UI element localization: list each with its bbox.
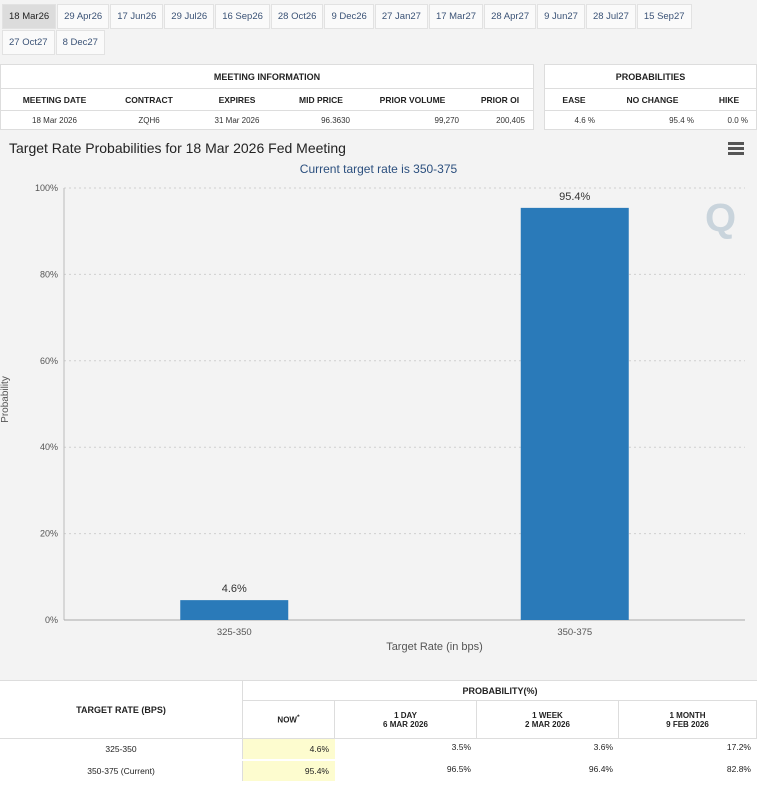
- ease-value: 4.6 %: [574, 115, 595, 125]
- tab-9-dec26[interactable]: 9 Dec26: [324, 4, 374, 29]
- header-prior-oi: PRIOR OI: [480, 94, 520, 105]
- header-meeting-date: MEETING DATE: [22, 94, 87, 105]
- column-header-date: 9 FEB 2026: [666, 719, 709, 729]
- target-rate-header: TARGET RATE (BPS): [0, 681, 243, 739]
- meeting-date-tabs: 18 Mar26 29 Apr26 17 Jun26 29 Jul26 16 Sep26…: [2, 4, 752, 56]
- prior-volume-value: 99,270: [434, 115, 459, 125]
- probability-cell: 3.5%: [451, 742, 471, 752]
- header-mid-price: MID PRICE: [299, 94, 343, 105]
- target-rate-cell: 325-350: [0, 739, 243, 759]
- expires-value: 31 Mar 2026: [214, 115, 260, 125]
- hike-value: 0.0 %: [727, 115, 748, 125]
- probability-cell: 4.6%: [243, 739, 335, 759]
- prior-oi-value: 200,405: [496, 115, 525, 125]
- chart-title: Target Rate Probabilities for 18 Mar 202…: [9, 140, 346, 156]
- x-axis-title: Target Rate (in bps): [386, 641, 483, 653]
- tab-28-jul27[interactable]: 28 Jul27: [585, 4, 636, 29]
- probabilities-header-row: EASE NO CHANGE HIKE: [545, 89, 756, 111]
- meeting-header-row: MEETING DATE CONTRACT EXPIRES MID PRICE …: [1, 89, 533, 111]
- contract-value: ZQH6: [138, 115, 160, 125]
- column-header-label: 1 WEEK: [532, 710, 563, 720]
- chart-panel: Target Rate Probabilities for 18 Mar 202…: [0, 134, 757, 674]
- data-label: 4.6%: [222, 583, 247, 595]
- y-tick-label: 80%: [40, 269, 58, 279]
- header-contract: CONTRACT: [125, 94, 173, 105]
- column-header-1-month: 1 MONTH 9 FEB 2026: [619, 701, 757, 739]
- column-header-date: 2 MAR 2026: [525, 719, 570, 729]
- header-prior-volume: PRIOR VOLUME: [379, 94, 446, 105]
- chart-subtitle: Current target rate is 350-375: [299, 162, 458, 176]
- probability-cell: 17.2%: [726, 742, 751, 752]
- data-label: 95.4%: [559, 191, 590, 203]
- probability-cell: 82.8%: [726, 764, 751, 774]
- no-change-value: 95.4 %: [669, 115, 694, 125]
- hamburger-menu-icon[interactable]: [728, 142, 744, 156]
- tab-18-mar26[interactable]: 18 Mar26: [2, 4, 57, 29]
- tab-15-sep27[interactable]: 15 Sep27: [636, 4, 692, 29]
- column-header-1-week: 1 WEEK 2 MAR 2026: [477, 701, 619, 739]
- probability-cell: 3.6%: [593, 742, 613, 752]
- column-header-1-day: 1 DAY 6 MAR 2026: [335, 701, 477, 739]
- tab-29-apr26[interactable]: 29 Apr26: [57, 4, 110, 29]
- bar-350-375: [520, 207, 629, 620]
- header-ease: EASE: [562, 94, 586, 105]
- tab-17-jun26[interactable]: 17 Jun26: [110, 4, 164, 29]
- header-hike: HIKE: [718, 94, 740, 105]
- mid-price-value: 96.3630: [321, 115, 350, 125]
- header-expires: EXPIRES: [218, 94, 256, 105]
- y-tick-label: 20%: [40, 529, 58, 539]
- target-rate-probability-table: TARGET RATE (BPS) PROBABILITY(%) NOW* 1 D…: [0, 680, 757, 789]
- y-tick-label: 100%: [35, 183, 58, 193]
- bar-chart: 0% 20% 40% 60% 80% 100% 4.6% 325-350 95.4% 350-37…: [35, 183, 745, 653]
- meeting-information-table: MEETING INFORMATION MEETING DATE CONTRAC…: [0, 64, 534, 130]
- tab-8-dec27[interactable]: 8 Dec27: [55, 30, 105, 55]
- tab-27-oct27[interactable]: 27 Oct27: [2, 30, 55, 55]
- x-tick-label: 325-350: [217, 627, 252, 638]
- header-no-change: NO CHANGE: [626, 94, 679, 105]
- probabilities-table: PROBABILITIES EASE NO CHANGE HIKE 4.6 % …: [544, 64, 757, 130]
- column-header-date: 6 MAR 2026: [383, 719, 428, 729]
- bar-325-350: [180, 600, 289, 620]
- y-tick-label: 0%: [45, 615, 58, 625]
- probabilities-data-row: 4.6 % 95.4 % 0.0 %: [545, 111, 756, 129]
- tab-17-mar27[interactable]: 17 Mar27: [428, 4, 484, 29]
- tab-27-jan27[interactable]: 27 Jan27: [374, 4, 428, 29]
- probability-cell: 96.5%: [446, 764, 471, 774]
- column-header-label: NOW*: [277, 714, 300, 725]
- meeting-date-value: 18 Mar 2026: [32, 115, 77, 125]
- probabilities-title: PROBABILITIES: [545, 65, 756, 89]
- tab-16-sep26[interactable]: 16 Sep26: [215, 4, 270, 29]
- probability-cell: 96.4%: [588, 764, 613, 774]
- watermark-logo: Q: [705, 196, 737, 240]
- column-header-now: NOW*: [243, 701, 335, 739]
- tab-28-oct26[interactable]: 28 Oct26: [270, 4, 324, 29]
- tab-row-1: 18 Mar26 29 Apr26 17 Jun26 29 Jul26 16 Sep26…: [2, 4, 752, 29]
- target-rate-cell: 350-375 (Current): [0, 761, 243, 781]
- y-tick-label: 60%: [40, 356, 58, 366]
- tab-28-apr27[interactable]: 28 Apr27: [484, 4, 537, 29]
- tab-row-2: 27 Oct27 8 Dec27: [2, 30, 752, 55]
- meeting-data-row: 18 Mar 2026 ZQH6 31 Mar 2026 96.3630 99,…: [1, 111, 533, 129]
- column-header-label: 1 DAY: [394, 710, 417, 720]
- meeting-information-title: MEETING INFORMATION: [1, 65, 533, 89]
- tab-9-jun27[interactable]: 9 Jun27: [537, 4, 585, 29]
- probability-header: PROBABILITY(%): [243, 681, 757, 701]
- tab-29-jul26[interactable]: 29 Jul26: [164, 4, 215, 29]
- column-header-label: 1 MONTH: [669, 710, 706, 720]
- y-tick-label: 40%: [40, 442, 58, 452]
- column-header-footnote-mark: *: [296, 714, 300, 722]
- x-tick-label: 350-375: [557, 627, 592, 638]
- probability-cell: 95.4%: [243, 761, 335, 781]
